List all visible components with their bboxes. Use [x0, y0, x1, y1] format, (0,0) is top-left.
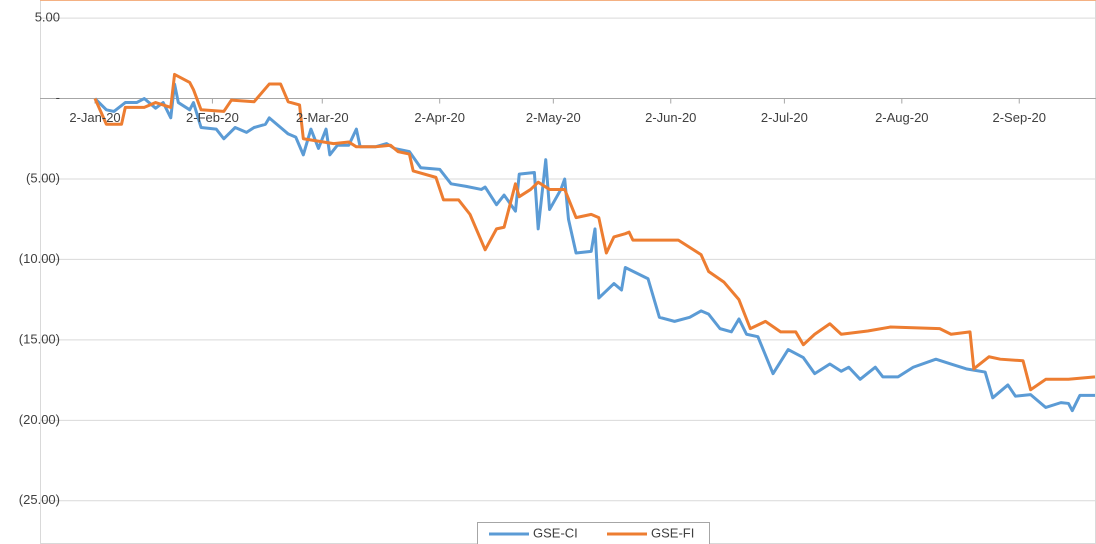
labels: 5.00 - (5.00) (10.00) (15.00) (20.00) (25.00) 2… [19, 10, 1046, 508]
x-tick-label: 2-Mar-20 [296, 110, 349, 125]
plot-frame [40, 0, 1096, 544]
y-tick-label: 5.00 [35, 10, 60, 25]
x-tick-label: 2-Jan-20 [69, 110, 120, 125]
series-line [93, 82, 1095, 413]
series-line [93, 72, 1096, 392]
legend: GSE-CI GSE-FI [477, 522, 710, 544]
y-tick-label: (20.00) [19, 412, 60, 427]
legend-label: GSE-CI [533, 525, 578, 540]
y-tick-label: (10.00) [19, 251, 60, 266]
x-tick-label: 2-May-20 [526, 110, 581, 125]
x-tick-label: 2-Feb-20 [186, 110, 239, 125]
x-tick-label: 2-Aug-20 [875, 110, 928, 125]
x-tick-label: 2-Jun-20 [645, 110, 696, 125]
y-tick-label: (25.00) [19, 492, 60, 507]
grid [40, 17, 1096, 502]
legend-box [477, 522, 710, 544]
legend-label: GSE-FI [651, 525, 694, 540]
lines [93, 72, 1096, 413]
x-tick-label: 2-Apr-20 [414, 110, 465, 125]
y-tick-label: (15.00) [19, 331, 60, 346]
y-tick-label: - [56, 90, 60, 105]
x-tick-label: 2-Sep-20 [993, 110, 1046, 125]
x-tick-label: 2-Jul-20 [761, 110, 808, 125]
y-tick-label: (5.00) [26, 170, 60, 185]
